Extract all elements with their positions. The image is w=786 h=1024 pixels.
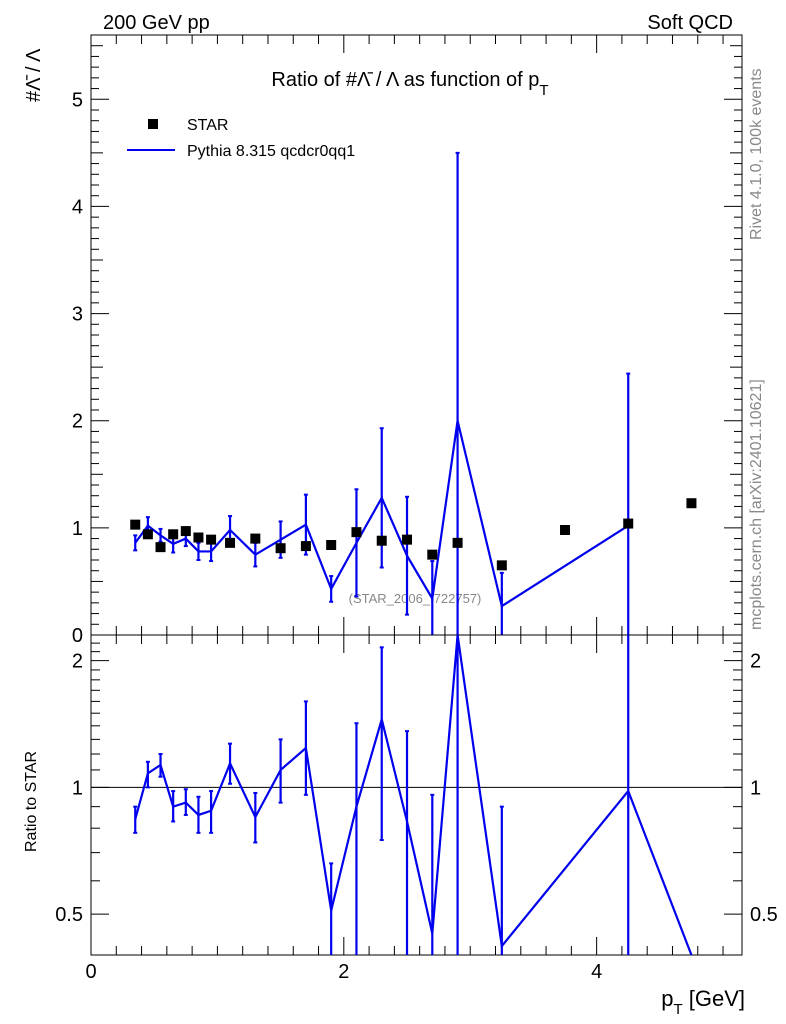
star-data-point (142, 529, 153, 540)
star-data-point (326, 540, 337, 550)
legend: STAR Pythia 8.315 qcdcr0qq1 (127, 117, 355, 160)
mcplots-label: mcplots.cern.ch [arXiv:2401.10621] (748, 379, 765, 630)
star-data-point (623, 518, 634, 529)
star-data-point (496, 560, 507, 571)
mc-ratio-line (134, 634, 693, 956)
main-y-label: #Λ̄ / Λ (23, 48, 45, 102)
ratio-y-label: Ratio to STAR (23, 751, 40, 852)
ratio-y-tick-label-right: 1 (750, 777, 761, 799)
star-data-point (193, 532, 204, 543)
star-data-point (686, 498, 697, 509)
ratio-y-tick-label: 2 (72, 651, 83, 673)
star-data-point (225, 537, 236, 548)
main-y-tick-label: 5 (72, 89, 83, 111)
main-title: Ratio of #Λ̄ / Λ as function of pT (271, 69, 548, 99)
ratio-y-axis: 0.5 0.5 1 1 2 2 (55, 634, 778, 956)
main-y-axis: 0 1 2 3 4 5 (72, 45, 742, 647)
main-y-tick-label: 1 (72, 518, 83, 540)
ratio-frame (90, 634, 743, 956)
star-data-point (402, 534, 413, 545)
header-left: 200 GeV pp (103, 12, 210, 34)
main-title-text: Ratio of #Λ̄ / Λ as function of p (271, 69, 539, 91)
main-x-axis (90, 35, 724, 635)
header-right: Soft QCD (647, 12, 733, 34)
star-data-point (452, 537, 463, 548)
ratio-x-tick-label: 4 (591, 961, 602, 983)
star-data-point (275, 543, 286, 554)
star-data-point (250, 533, 261, 544)
star-data-point (168, 529, 179, 540)
ratio-x-axis: 0 2 4 (85, 635, 724, 983)
star-data-point (376, 535, 387, 546)
main-y-tick-label: 2 (72, 411, 83, 433)
star-data-point (351, 527, 362, 538)
star-data-point (130, 519, 141, 530)
ratio-y-tick-label: 1 (72, 777, 83, 799)
rivet-label: Rivet 4.1.0, 100k events (748, 68, 765, 240)
ratio-y-tick-label: 0.5 (55, 904, 83, 926)
star-data-series (130, 498, 697, 571)
ratio-x-tick-label: 2 (338, 961, 349, 983)
ratio-x-tick-label: 0 (85, 961, 96, 983)
star-data-point (300, 541, 311, 552)
main-title-sub: T (539, 82, 548, 99)
analysis-tag: (STAR_2006_I722757) (349, 591, 482, 606)
x-axis-label: pT [GeV] (661, 986, 745, 1018)
ratio-y-tick-label-right: 2 (750, 651, 761, 673)
main-y-tick-label: 3 (72, 304, 83, 326)
ratio-y-tick-label-right: 0.5 (750, 904, 778, 926)
star-data-point (560, 525, 571, 535)
ratio-panel: 0.5 0.5 1 1 2 2 0 2 4 Ratio to STAR pT [GeV] (23, 634, 778, 1018)
star-data-point (427, 549, 438, 560)
mc-series-ratio (133, 634, 693, 956)
legend-star-label: STAR (187, 117, 228, 134)
x-label-text: p (661, 986, 673, 1011)
x-label-sub: T (673, 1001, 682, 1018)
main-y-tick-label: 0 (72, 625, 83, 647)
star-data-point (180, 526, 191, 537)
legend-star-marker (148, 119, 158, 129)
star-data-point (206, 534, 217, 545)
legend-mc-label: Pythia 8.315 qcdcr0qq1 (187, 143, 355, 160)
mc-series-main (133, 151, 631, 635)
x-label-unit: [GeV] (683, 986, 745, 1011)
star-data-point (155, 542, 166, 553)
main-panel: 0 1 2 3 4 5 Ratio of #Λ̄ / Λ as function of p… (23, 34, 743, 647)
main-y-tick-label: 4 (72, 196, 83, 218)
